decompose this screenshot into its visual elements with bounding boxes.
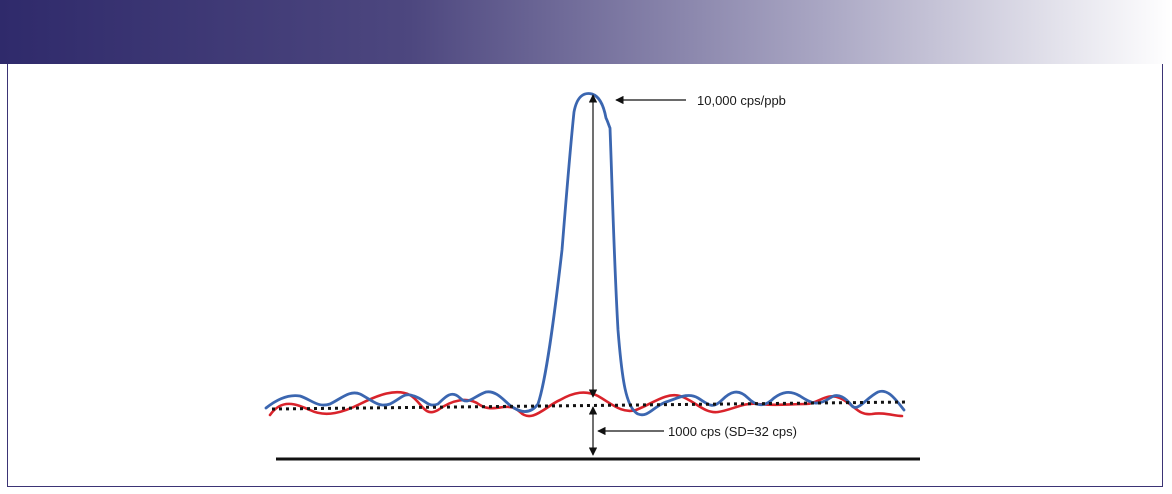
noise-trace: [268, 390, 904, 418]
background-label: 1000 cps (SD=32 cps): [668, 424, 797, 439]
signal-trace: [264, 92, 906, 417]
figure-frame: [7, 64, 1163, 487]
mean-background-line: [271, 400, 909, 411]
header-gradient-band: [0, 0, 1172, 64]
peak-label: 10,000 cps/ppb: [697, 93, 786, 108]
